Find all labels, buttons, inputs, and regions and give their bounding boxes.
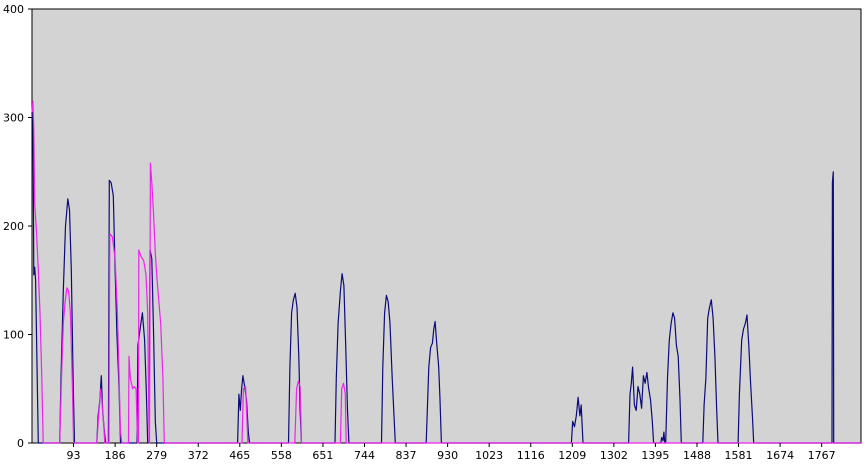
y-tick-label: 100 (3, 329, 24, 342)
x-tick-label: 279 (146, 449, 167, 462)
plot-background (31, 8, 862, 444)
x-tick-label: 1209 (558, 449, 586, 462)
x-tick-label: 1488 (683, 449, 711, 462)
series-line-2 (31, 100, 861, 444)
x-tick-label: 1581 (725, 449, 753, 462)
x-tick-label: 744 (354, 449, 375, 462)
x-tick-label: 1767 (808, 449, 836, 462)
axis-layer: 0 100 200 300 400 93 186 279 372 465 558 651 744 837 9… (3, 3, 836, 462)
x-tick-label: 186 (105, 449, 126, 462)
x-tick-label: 1302 (600, 449, 628, 462)
series-layer (31, 100, 861, 444)
x-tick-label: 1674 (766, 449, 794, 462)
x-tick-label: 930 (437, 449, 458, 462)
y-tick-label: 200 (3, 220, 24, 233)
x-tick-label: 651 (312, 449, 333, 462)
series-line-1 (31, 111, 861, 444)
x-tick-label: 1116 (517, 449, 545, 462)
x-tick-label: 372 (188, 449, 209, 462)
x-tick-label: 558 (271, 449, 292, 462)
x-tick-label: 1023 (475, 449, 503, 462)
x-tick-label: 465 (229, 449, 250, 462)
x-tick-label: 1395 (641, 449, 669, 462)
y-tick-label: 400 (3, 3, 24, 16)
y-tick-label: 300 (3, 112, 24, 125)
y-tick-label: 0 (17, 437, 24, 450)
x-tick-label: 837 (396, 449, 417, 462)
x-tick-label: 93 (67, 449, 81, 462)
